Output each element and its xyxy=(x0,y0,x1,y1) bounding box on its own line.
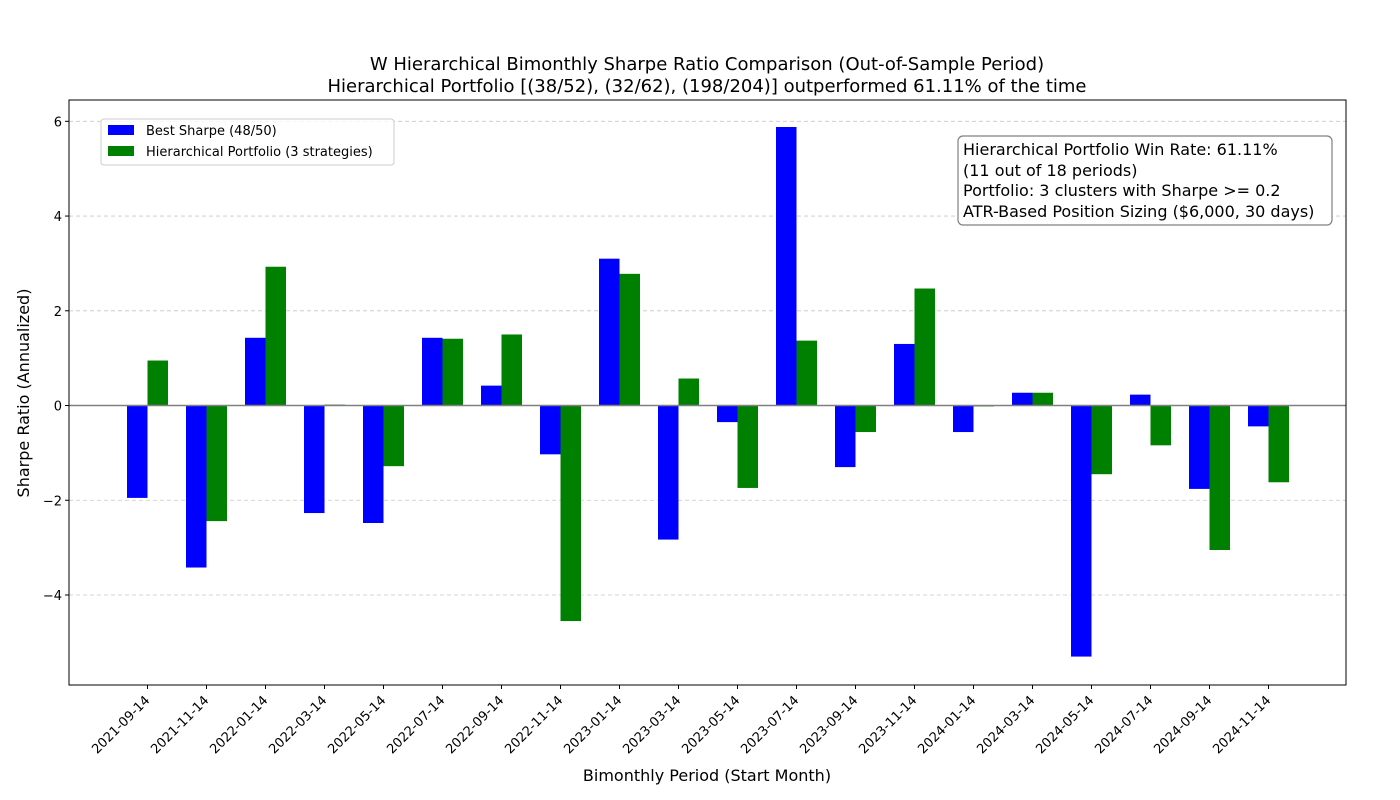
bar-hierarchical-portfolio xyxy=(147,360,168,406)
bar-best-sharpe xyxy=(953,405,974,433)
y-tick-label: 2 xyxy=(54,305,62,320)
bar-hierarchical-portfolio xyxy=(678,378,699,406)
x-tick-label: 2021-11-14 xyxy=(148,693,212,757)
bar-hierarchical-portfolio xyxy=(383,405,404,467)
x-tick-label: 2023-03-14 xyxy=(620,693,684,757)
bar-hierarchical-portfolio xyxy=(914,288,935,406)
x-tick-label: 2024-01-14 xyxy=(915,693,979,757)
x-axis: 2021-09-142021-11-142022-01-142022-03-14… xyxy=(89,685,1274,757)
x-tick-label: 2023-09-14 xyxy=(797,693,861,757)
bar-hierarchical-portfolio xyxy=(560,405,581,622)
y-axis: −4 −2 0 2 4 6 xyxy=(43,115,69,604)
bar-best-sharpe xyxy=(363,405,384,523)
y-tick-label: 4 xyxy=(54,210,62,225)
x-tick-label: 2022-11-14 xyxy=(502,693,566,757)
y-axis-label: Sharpe Ratio (Annualized) xyxy=(14,289,33,498)
bar-best-sharpe xyxy=(1189,405,1210,489)
x-tick-label: 2022-07-14 xyxy=(384,693,448,757)
legend-label-best-sharpe: Best Sharpe (48/50) xyxy=(146,124,277,139)
bar-best-sharpe xyxy=(1248,405,1269,427)
bar-best-sharpe xyxy=(1012,392,1033,406)
plot-area-frame xyxy=(68,99,1347,686)
bar-hierarchical-portfolio xyxy=(1209,405,1230,550)
bar-hierarchical-portfolio xyxy=(442,338,463,406)
bars-group xyxy=(127,127,1289,657)
x-axis-label: Bimonthly Period (Start Month) xyxy=(583,766,831,785)
x-tick-label: 2024-05-14 xyxy=(1033,693,1097,757)
x-tick-label: 2024-11-14 xyxy=(1210,693,1274,757)
legend-label-hierarchical-portfolio: Hierarchical Portfolio (3 strategies) xyxy=(146,145,373,160)
bar-hierarchical-portfolio xyxy=(796,340,817,406)
legend-box xyxy=(100,118,395,166)
info-box-frame xyxy=(957,135,1333,226)
x-tick-label: 2023-11-14 xyxy=(856,693,920,757)
x-tick-label: 2022-03-14 xyxy=(266,693,330,757)
legend: Best Sharpe (48/50) Hierarchical Portfol… xyxy=(100,118,395,166)
y-tick-label: −2 xyxy=(43,494,62,509)
bar-best-sharpe xyxy=(540,405,561,455)
y-tick-label: 0 xyxy=(54,400,62,415)
bar-hierarchical-portfolio xyxy=(1150,405,1171,446)
bar-best-sharpe xyxy=(776,127,797,406)
bar-best-sharpe xyxy=(658,405,679,540)
legend-swatch-best-sharpe xyxy=(108,125,134,135)
info-line-periods: (11 out of 18 periods) xyxy=(963,161,1137,180)
y-tick-label: −4 xyxy=(43,589,62,604)
x-tick-label: 2021-09-14 xyxy=(89,693,153,757)
bar-hierarchical-portfolio xyxy=(206,405,227,522)
bar-best-sharpe xyxy=(835,405,856,468)
bar-best-sharpe xyxy=(304,405,325,514)
legend-swatch-hierarchical-portfolio xyxy=(108,146,134,156)
bar-hierarchical-portfolio xyxy=(1268,405,1289,483)
bar-hierarchical-portfolio xyxy=(855,405,876,433)
bar-best-sharpe xyxy=(1130,394,1151,406)
info-line-win-rate: Hierarchical Portfolio Win Rate: 61.11% xyxy=(963,140,1278,159)
chart-subtitle: Hierarchical Portfolio [(38/52), (32/62)… xyxy=(327,76,1086,97)
bar-hierarchical-portfolio xyxy=(737,405,758,488)
x-tick-label: 2022-01-14 xyxy=(207,693,271,757)
x-tick-label: 2023-05-14 xyxy=(679,693,743,757)
bar-best-sharpe xyxy=(422,337,443,406)
bar-hierarchical-portfolio xyxy=(619,273,640,406)
x-tick-label: 2022-09-14 xyxy=(443,693,507,757)
x-tick-label: 2023-07-14 xyxy=(738,693,802,757)
bar-best-sharpe xyxy=(127,405,148,498)
x-tick-label: 2024-03-14 xyxy=(974,693,1038,757)
bar-best-sharpe xyxy=(481,385,502,406)
info-box: Hierarchical Portfolio Win Rate: 61.11% … xyxy=(957,135,1333,226)
info-line-portfolio: Portfolio: 3 clusters with Sharpe >= 0.2 xyxy=(963,181,1281,200)
bar-best-sharpe xyxy=(186,405,207,568)
bar-best-sharpe xyxy=(1071,405,1092,657)
bar-best-sharpe xyxy=(894,343,915,406)
bar-hierarchical-portfolio xyxy=(501,334,522,406)
bar-hierarchical-portfolio xyxy=(1091,405,1112,475)
x-tick-label: 2024-07-14 xyxy=(1092,693,1156,757)
chart-title: W Hierarchical Bimonthly Sharpe Ratio Co… xyxy=(370,54,1044,75)
y-tick-label: 6 xyxy=(54,115,62,130)
bar-hierarchical-portfolio xyxy=(1032,392,1053,406)
x-tick-label: 2022-05-14 xyxy=(325,693,389,757)
x-tick-label: 2024-09-14 xyxy=(1151,693,1215,757)
bar-hierarchical-portfolio xyxy=(265,266,286,406)
x-tick-label: 2023-01-14 xyxy=(561,693,625,757)
bar-best-sharpe xyxy=(245,337,266,406)
bar-best-sharpe xyxy=(599,258,620,406)
info-line-position-sizing: ATR-Based Position Sizing ($6,000, 30 da… xyxy=(963,202,1314,221)
bar-best-sharpe xyxy=(717,405,738,423)
